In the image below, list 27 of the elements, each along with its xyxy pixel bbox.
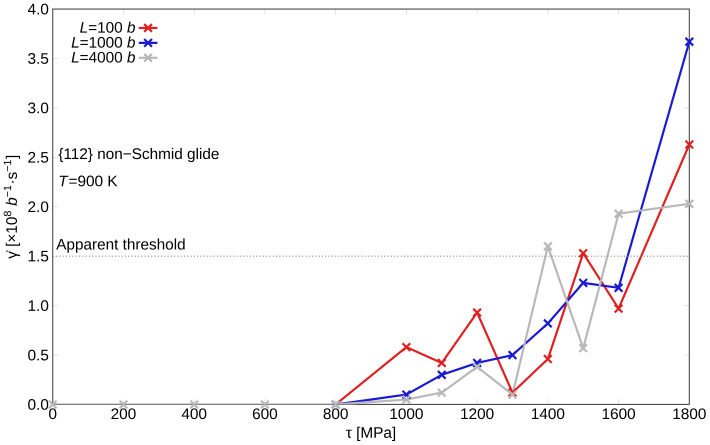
x-tick-label: 1800 [673,408,706,420]
annotation: {112} non−Schmid glide [58,148,219,162]
x-tick-label: 1400 [532,408,564,420]
legend-label: L=4000 b [72,52,135,63]
y-tick-label: 3.0 [28,102,48,114]
legend-label: L=1000 b [72,36,135,48]
y-tick-label: 0.0 [28,399,48,410]
x-tick-label: 1200 [461,408,494,420]
x-tick-label: 400 [182,408,206,420]
y-tick-label: 1.0 [28,300,48,312]
ref-line-label: Apparent threshold [56,238,185,253]
x-axis-title: τ [MPa] [346,426,396,442]
y-tick-label: 3.5 [28,53,48,64]
x-tick-label: 600 [252,408,278,420]
y-tick-label: 0.5 [28,350,48,361]
y-tick-label: 2.0 [28,202,48,212]
y-tick-label: 4.0 [28,4,48,15]
x-tick-label: 0 [49,408,56,420]
legend-label: L=100 b [80,22,135,34]
y-axis-title: γ̇ [×10$^{8}$ b$^{−1}$·s$^{−1}$] [4,156,20,259]
annotation: T=900 K [60,176,118,187]
x-tick-label: 1600 [602,408,636,420]
y-tick-label: 1.5 [28,251,48,262]
y-tick-label: 2.5 [28,152,48,163]
x-tick-label: 1000 [390,408,423,420]
x-tick-label: 200 [111,408,136,420]
x-tick-label: 800 [324,408,348,420]
